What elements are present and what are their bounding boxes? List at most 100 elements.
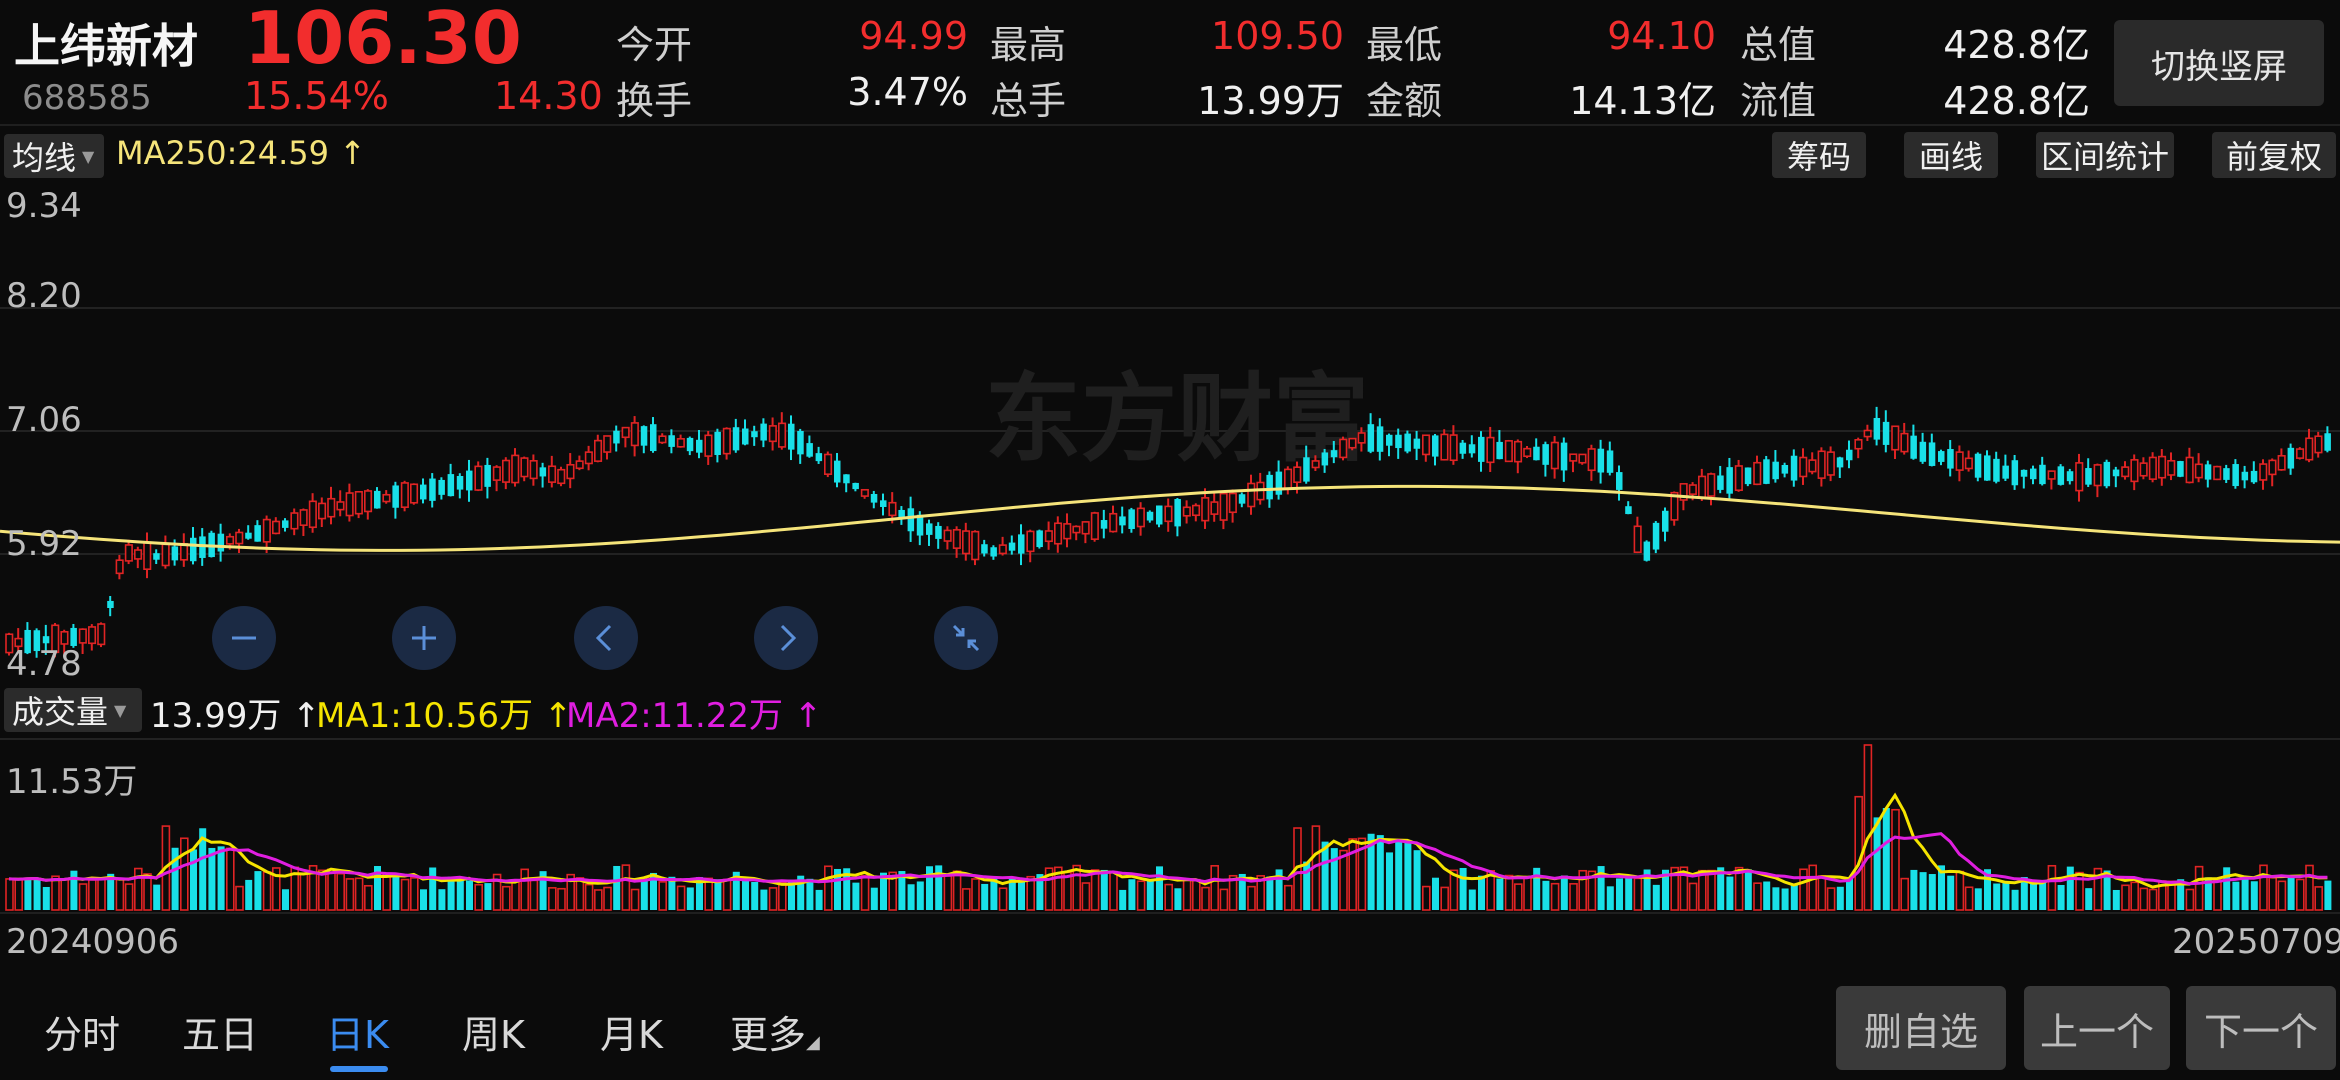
volume-bar bbox=[2112, 889, 2120, 910]
range-stats-button[interactable]: 区间统计 bbox=[2036, 132, 2174, 178]
volume-indicator-dropdown[interactable]: 成交量 ▼ bbox=[4, 688, 142, 732]
volume-bar bbox=[961, 888, 971, 911]
volume-bar bbox=[354, 877, 364, 911]
stat-label-total-value: 总值 bbox=[1740, 23, 1817, 67]
volume-bar bbox=[704, 877, 714, 911]
zoom-out-button[interactable] bbox=[212, 606, 276, 670]
indicator-dropdown[interactable]: 均线 ▼ bbox=[4, 134, 104, 178]
candle-body bbox=[484, 464, 491, 487]
volume-bar bbox=[1616, 878, 1623, 910]
volume-bar bbox=[1808, 864, 1817, 911]
candle-body bbox=[60, 630, 69, 645]
move-left-button[interactable] bbox=[574, 606, 638, 670]
candle-body bbox=[2223, 468, 2230, 480]
volume-bar bbox=[374, 866, 381, 910]
candle-body bbox=[1284, 468, 1293, 490]
volume-bar bbox=[520, 868, 530, 911]
candle-body bbox=[51, 624, 60, 654]
candle-body bbox=[336, 501, 345, 511]
volume-current: 13.99万 ↑ bbox=[150, 696, 321, 736]
candle-body bbox=[907, 508, 915, 532]
volume-bar bbox=[2130, 881, 2139, 911]
candle-body bbox=[1514, 440, 1523, 463]
stat-label-high: 最高 bbox=[990, 23, 1067, 67]
candle-body bbox=[1128, 509, 1135, 529]
volume-bar bbox=[299, 872, 309, 911]
candle-body bbox=[382, 493, 391, 503]
volume-bar bbox=[823, 865, 833, 911]
tab-five-day[interactable]: 五日 bbox=[182, 1013, 259, 1057]
candle-body bbox=[539, 467, 547, 477]
volume-bar bbox=[742, 880, 749, 910]
volume-bar bbox=[1504, 874, 1514, 911]
volume-bar bbox=[1026, 875, 1035, 911]
candle-body bbox=[1026, 530, 1035, 553]
volume-bar bbox=[1993, 883, 2001, 910]
adjustment-button[interactable]: 前复权 bbox=[2212, 132, 2336, 178]
volume-bar bbox=[2296, 878, 2305, 911]
candle-body bbox=[668, 435, 675, 447]
candle-body bbox=[374, 490, 381, 509]
candle-body bbox=[1228, 492, 1237, 514]
move-right-button[interactable] bbox=[754, 606, 818, 670]
tab-monthly-k[interactable]: 月K bbox=[600, 1013, 663, 1057]
volume-bar bbox=[2139, 887, 2149, 911]
volume-bar bbox=[2287, 876, 2295, 910]
volume-bar bbox=[557, 887, 566, 911]
candle-body bbox=[1018, 534, 1025, 554]
volume-bar bbox=[2185, 888, 2195, 911]
candle-body bbox=[2194, 463, 2203, 479]
volume-bar bbox=[1891, 808, 1900, 911]
candle-body bbox=[70, 627, 77, 646]
candlestick-chart[interactable]: 东方财富 bbox=[0, 182, 2340, 682]
volume-bar bbox=[1303, 861, 1311, 910]
next-stock-button[interactable]: 下一个 bbox=[2186, 986, 2336, 1070]
tab-intraday[interactable]: 分时 bbox=[44, 1013, 121, 1057]
candle-body bbox=[1413, 438, 1421, 449]
switch-portrait-button[interactable]: 切换竖屏 bbox=[2114, 20, 2324, 106]
candle-body bbox=[1523, 447, 1532, 458]
volume-bar bbox=[420, 889, 427, 910]
tab-more[interactable]: 更多◢ bbox=[730, 1004, 820, 1059]
candle-body bbox=[566, 463, 575, 480]
chips-button[interactable]: 筹码 bbox=[1772, 132, 1866, 178]
candle-body bbox=[1854, 439, 1863, 450]
volume-bar bbox=[1376, 835, 1384, 910]
candle-body bbox=[621, 426, 630, 439]
reset-zoom-button[interactable] bbox=[934, 606, 998, 670]
candle-body bbox=[124, 544, 133, 562]
candle-body bbox=[1449, 434, 1458, 462]
tab-daily-k[interactable]: 日K bbox=[326, 1013, 389, 1057]
candle-body bbox=[409, 483, 419, 504]
volume-bar bbox=[686, 887, 694, 910]
candle-body bbox=[1707, 473, 1716, 497]
volume-bar bbox=[1164, 883, 1173, 911]
volume-bar bbox=[2232, 881, 2240, 910]
volume-bar bbox=[107, 873, 115, 910]
volume-bar bbox=[2213, 879, 2222, 911]
volume-bar bbox=[1072, 864, 1081, 911]
tab-weekly-k[interactable]: 周K bbox=[462, 1013, 525, 1057]
candle-body bbox=[1863, 429, 1872, 438]
volume-chart[interactable] bbox=[0, 738, 2340, 912]
candle-body bbox=[474, 465, 483, 491]
candle-body bbox=[732, 427, 740, 451]
volume-bar bbox=[1201, 886, 1210, 911]
date-start: 20240906 bbox=[6, 922, 180, 962]
remove-watchlist-button[interactable]: 删自选 bbox=[1836, 986, 2006, 1070]
candle-body bbox=[1376, 426, 1384, 452]
volume-bar bbox=[1744, 869, 1752, 910]
candle-body bbox=[2020, 469, 2028, 477]
zoom-in-button[interactable] bbox=[392, 606, 456, 670]
candle-body bbox=[1910, 435, 1917, 459]
draw-line-button[interactable]: 画线 bbox=[1904, 132, 1998, 178]
volume-bar bbox=[5, 878, 14, 911]
volume-bar bbox=[575, 877, 585, 911]
previous-stock-button[interactable]: 上一个 bbox=[2024, 986, 2170, 1070]
volume-bar bbox=[777, 881, 787, 911]
volume-bar bbox=[345, 878, 355, 911]
volume-bar bbox=[2103, 870, 2111, 910]
candle-body bbox=[1247, 482, 1256, 508]
volume-bar bbox=[1726, 876, 1734, 910]
stat-label-open: 今开 bbox=[616, 23, 693, 67]
